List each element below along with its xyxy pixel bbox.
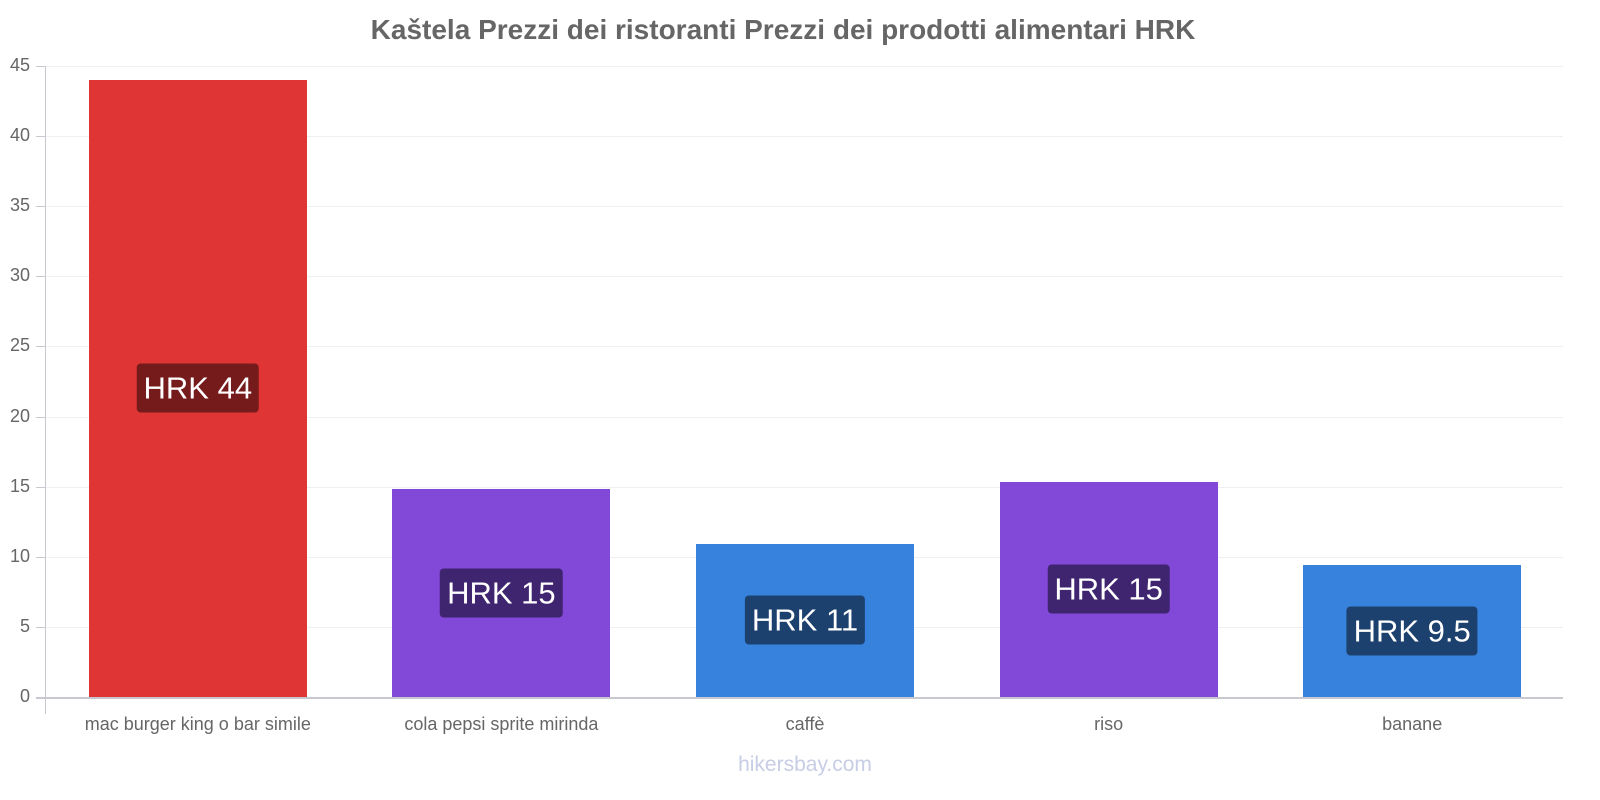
y-tick-label: 30 [9,265,30,285]
y-tick-label: 45 [9,55,30,75]
gridline [46,206,1563,207]
bar-value-label: HRK 9.5 [1346,606,1478,656]
y-tick-mark [36,66,45,67]
y-tick-label: 20 [9,406,30,426]
y-tick-mark [36,346,45,347]
gridline [46,66,1563,67]
y-tick-label: 25 [9,335,30,355]
x-category-label: banane [1382,714,1443,734]
x-category-label: riso [1094,714,1124,734]
x-category-label: cola pepsi sprite mirinda [404,714,599,734]
y-tick-mark [36,627,45,628]
gridline [46,276,1563,277]
x-category-label: mac burger king o bar simile [84,714,311,734]
y-tick-label: 5 [19,616,30,636]
gridline [46,487,1563,488]
bar-value-label: HRK 15 [440,568,563,618]
x-axis-line [36,697,1563,699]
bar-value-label: HRK 11 [744,595,866,645]
gridline [46,417,1563,418]
y-tick-mark [36,697,45,698]
y-tick-mark [36,557,45,558]
y-tick-mark [36,206,45,207]
x-category-label: caffè [785,714,825,734]
gridline [46,136,1563,137]
y-tick-mark [36,417,45,418]
y-axis-line [45,66,46,714]
watermark: hikersbay.com [738,753,872,776]
y-tick-label: 15 [9,476,30,496]
chart-title: Kaštela Prezzi dei ristoranti Prezzi dei… [370,14,1196,45]
bar-value-label: HRK 15 [1047,564,1170,614]
y-tick-label: 10 [9,546,30,566]
y-tick-mark [36,487,45,488]
y-tick-mark [36,136,45,137]
y-tick-label: 0 [19,686,30,706]
y-tick-label: 35 [9,195,30,215]
bar-value-label: HRK 44 [136,363,260,413]
gridline [46,346,1563,347]
y-tick-mark [36,276,45,277]
y-tick-label: 40 [9,125,30,145]
